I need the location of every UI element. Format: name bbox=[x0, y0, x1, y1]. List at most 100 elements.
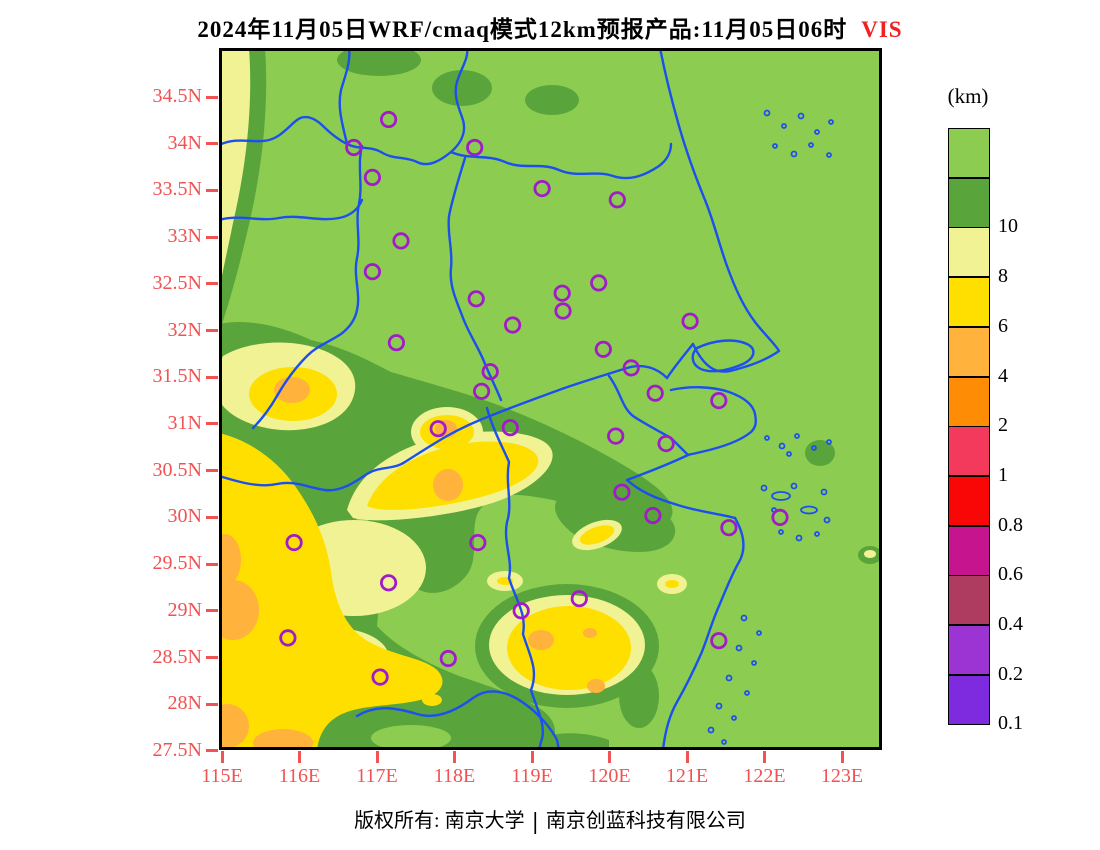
y-axis-tick bbox=[206, 142, 218, 146]
legend-swatch-10 bbox=[948, 177, 990, 228]
copyright-company: 南京创蓝科技有限公司 bbox=[545, 810, 746, 832]
x-axis-label: 121E bbox=[665, 765, 709, 787]
station-marker bbox=[469, 533, 487, 552]
station-marker bbox=[613, 483, 631, 501]
y-axis-label: 28N bbox=[167, 692, 202, 715]
station-marker bbox=[657, 434, 675, 453]
y-axis-tick bbox=[206, 562, 218, 566]
station-marker bbox=[644, 506, 662, 525]
station-marker bbox=[512, 602, 530, 620]
y-axis-label: 33N bbox=[167, 225, 202, 248]
station-marker bbox=[467, 290, 485, 308]
footer-divider: | bbox=[532, 809, 538, 835]
station-marker bbox=[392, 232, 410, 250]
y-axis-tick bbox=[206, 235, 218, 239]
station-marker bbox=[710, 391, 728, 410]
station-marker bbox=[501, 419, 519, 437]
legend-value-label: 10 bbox=[998, 215, 1018, 238]
x-axis-tick bbox=[530, 751, 534, 763]
islands bbox=[707, 109, 834, 745]
legend-swatch-0.2 bbox=[948, 625, 990, 675]
legend-value-label: 2 bbox=[998, 414, 1008, 437]
station-marker bbox=[363, 263, 381, 281]
x-axis-tick bbox=[763, 751, 766, 763]
y-axis-label: 34.5N bbox=[152, 85, 202, 108]
y-axis-label: 30.5N bbox=[152, 458, 202, 481]
y-axis-label: 29.5N bbox=[152, 552, 202, 575]
legend-value-label: 8 bbox=[998, 265, 1008, 288]
station-marker bbox=[570, 590, 588, 608]
legend-title: (km) bbox=[947, 84, 989, 108]
x-axis-label: 117E bbox=[356, 765, 398, 787]
station-marker bbox=[473, 382, 491, 400]
station-marker bbox=[554, 302, 572, 320]
legend-swatch-1 bbox=[948, 426, 990, 477]
station-marker bbox=[681, 312, 699, 330]
y-axis-tick bbox=[206, 702, 218, 706]
station-marker bbox=[439, 649, 457, 668]
legend-value-label: 6 bbox=[998, 314, 1008, 337]
y-axis-label: 31.5N bbox=[152, 365, 202, 388]
title-text: 2024年11月05日WRF/cmaq模式12km预报产品:11月05日06时 bbox=[197, 17, 848, 42]
x-axis-label: 123E bbox=[820, 765, 864, 787]
station-marker bbox=[481, 363, 499, 381]
y-axis-tick bbox=[206, 656, 218, 660]
visibility-map bbox=[219, 48, 882, 750]
legend-value-label: 0.2 bbox=[998, 662, 1023, 685]
y-axis-label: 32N bbox=[167, 318, 202, 341]
y-axis-label: 33.5N bbox=[152, 178, 202, 201]
station-marker bbox=[710, 632, 728, 650]
copyright-footer: 版权所有: 南京大学 | 南京创蓝科技有限公司 bbox=[0, 804, 1100, 836]
station-marker bbox=[646, 384, 664, 402]
station-marker bbox=[720, 519, 738, 537]
legend-swatch-6 bbox=[948, 277, 990, 328]
y-axis-tick bbox=[206, 609, 218, 613]
y-axis-label: 27.5N bbox=[152, 738, 202, 761]
y-axis-label: 28.5N bbox=[152, 645, 202, 668]
station-marker bbox=[608, 191, 626, 209]
station-marker bbox=[363, 168, 381, 186]
y-axis-tick bbox=[206, 515, 218, 519]
y-axis-tick bbox=[206, 375, 218, 379]
legend-value-label: 1 bbox=[998, 463, 1008, 486]
province-boundaries bbox=[219, 48, 690, 750]
x-axis-label: 119E bbox=[511, 765, 553, 787]
station-marker bbox=[466, 138, 484, 157]
legend-value-label: 0.4 bbox=[998, 613, 1023, 635]
station-marker bbox=[429, 420, 447, 438]
station-marker bbox=[371, 668, 389, 686]
y-axis-tick bbox=[206, 422, 218, 426]
station-marker bbox=[590, 274, 608, 292]
contour-2-4km bbox=[219, 377, 605, 750]
x-axis-label: 115E bbox=[201, 765, 243, 787]
station-marker bbox=[380, 110, 398, 129]
y-axis-tick bbox=[206, 329, 218, 333]
y-axis-label: 30N bbox=[167, 505, 202, 528]
x-axis-tick bbox=[685, 751, 689, 763]
station-marker bbox=[345, 138, 363, 157]
station-marker bbox=[553, 284, 571, 302]
legend-swatch-0.1 bbox=[948, 674, 990, 725]
station-marker bbox=[279, 629, 297, 647]
station-marker bbox=[771, 508, 789, 526]
map-area bbox=[219, 48, 882, 750]
copyright-owner: 版权所有: 南京大学 bbox=[354, 810, 525, 832]
legend-swatch-8 bbox=[948, 227, 990, 278]
station-marker bbox=[285, 533, 303, 552]
x-axis-label: 122E bbox=[743, 765, 786, 787]
legend-value-label: 4 bbox=[998, 364, 1008, 387]
x-axis-tick bbox=[840, 751, 844, 763]
x-axis-tick bbox=[608, 751, 611, 763]
y-axis-tick bbox=[206, 282, 218, 286]
y-axis-label: 31N bbox=[167, 411, 202, 434]
station-marker bbox=[594, 340, 612, 358]
legend-swatch-0.8 bbox=[948, 475, 990, 526]
legend-swatch-2 bbox=[948, 376, 990, 427]
legend-value-label: 0.8 bbox=[998, 513, 1023, 536]
x-axis-tick bbox=[220, 751, 224, 763]
page-title: 2024年11月05日WRF/cmaq模式12km预报产品:11月05日06时 V… bbox=[0, 10, 1100, 44]
station-marker bbox=[387, 334, 405, 352]
clear-pocket bbox=[371, 725, 451, 750]
y-axis-tick bbox=[206, 188, 218, 192]
